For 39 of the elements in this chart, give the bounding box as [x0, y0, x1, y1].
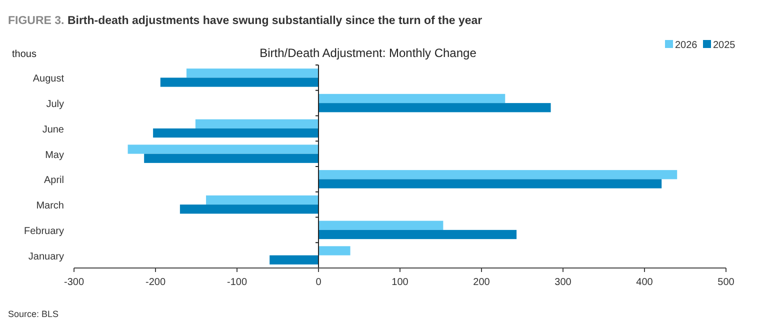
bar — [318, 170, 678, 180]
bar — [195, 119, 318, 128]
bar — [318, 179, 662, 188]
bar — [206, 195, 318, 205]
bar — [160, 78, 318, 87]
x-tick-label: 500 — [718, 277, 735, 288]
x-tick-label: -200 — [145, 277, 166, 288]
y-tick-label: February — [24, 226, 64, 237]
bar — [318, 94, 506, 104]
bar — [270, 255, 318, 264]
bar — [186, 68, 318, 78]
x-tick-label: -100 — [226, 277, 248, 288]
x-tick-label: -300 — [64, 277, 84, 288]
legend-label: 2026 — [675, 40, 698, 51]
y-tick-label: July — [46, 99, 64, 110]
bar — [318, 246, 350, 256]
bar — [153, 128, 318, 138]
bar — [318, 220, 444, 230]
bar — [144, 154, 318, 163]
x-tick-label: 100 — [392, 277, 409, 288]
y-tick-label: August — [32, 74, 64, 85]
x-tick-label: 200 — [473, 277, 490, 288]
y-tick-label: April — [44, 175, 64, 186]
source-note: Source: BLS — [8, 309, 59, 319]
x-tick-label: 0 — [316, 277, 322, 288]
chart-title: FIGURE 3. Birth-death adjustments have swung substantially since the turn of the year — [8, 15, 483, 27]
y-tick-label: May — [45, 150, 64, 161]
bar — [318, 230, 517, 240]
y-tick-label: June — [42, 124, 64, 136]
chart-subtitle: Birth/Death Adjustment: Monthly Change — [260, 46, 477, 60]
bar — [318, 103, 551, 112]
bar — [180, 204, 318, 214]
legend-label: 2025 — [713, 40, 736, 51]
bar — [128, 144, 318, 154]
y-tick-label: January — [28, 251, 64, 262]
x-axis-title: thous — [12, 49, 36, 60]
x-tick-label: 300 — [554, 277, 572, 288]
y-tick-label: March — [36, 200, 64, 212]
x-tick-label: 400 — [636, 277, 654, 288]
